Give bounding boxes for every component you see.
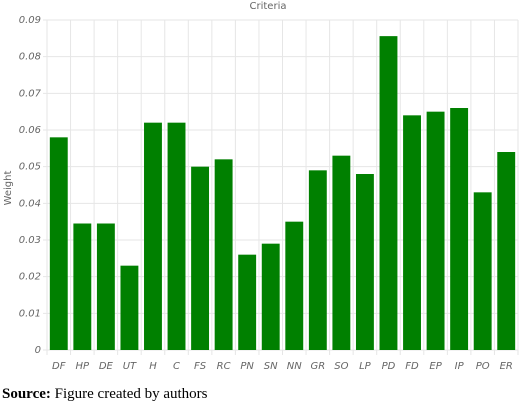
y-axis-label: Weight (3, 171, 14, 206)
x-tick-label: RC (217, 361, 231, 372)
x-tick-label: LP (359, 361, 372, 372)
bar (403, 115, 421, 350)
y-tick-label: 0.01 (19, 308, 41, 319)
y-tick-label: 0.06 (19, 125, 41, 136)
bar (473, 192, 492, 350)
chart-title: Criteria (250, 1, 287, 12)
x-tick-label: IP (455, 361, 465, 372)
x-tick-label: FS (194, 361, 207, 372)
x-tick-label: SO (334, 361, 348, 372)
x-tick-label: H (149, 361, 157, 372)
y-tick-label: 0 (35, 345, 41, 356)
bar (144, 122, 162, 351)
x-tick-label: NN (287, 361, 302, 372)
bar (355, 174, 374, 350)
caption-text: Figure created by authors (54, 386, 208, 402)
x-tick-label: UT (123, 361, 137, 372)
bar (96, 223, 115, 350)
bar (120, 265, 139, 350)
y-tick-label: 0.09 (19, 15, 41, 26)
x-tick-label: EP (429, 361, 442, 372)
x-tick-label: PD (382, 361, 396, 372)
bar (332, 155, 351, 350)
bar (238, 254, 257, 350)
bar (261, 243, 280, 350)
x-tick-label: DE (99, 361, 114, 372)
bar (308, 170, 327, 350)
x-tick-label: FD (405, 361, 419, 372)
x-tick-label: C (173, 361, 180, 372)
bar (379, 36, 398, 351)
bar (49, 137, 68, 350)
x-tick-label: PO (476, 361, 490, 372)
bar (497, 152, 516, 350)
bar (426, 111, 445, 351)
y-tick-label: 0.07 (19, 88, 42, 99)
x-tick-label: PN (240, 361, 254, 372)
bar (450, 108, 469, 350)
bar (73, 223, 92, 350)
x-tick-label: ER (500, 361, 513, 372)
chart: Criteria Weight 0 0.01 0.02 0.03 0.04 0.05 0.0… (3, 1, 519, 372)
x-tick-label: GR (310, 361, 325, 372)
bar (214, 159, 233, 350)
x-tick-label: DF (52, 361, 66, 372)
bar (191, 166, 210, 350)
caption: Source: Figure created by authors (2, 386, 208, 403)
y-tick-label: 0.05 (19, 162, 41, 173)
y-tick-label: 0.03 (19, 235, 41, 246)
y-tick-label: 0.02 (19, 272, 41, 283)
y-tick-label: 0.08 (19, 52, 41, 63)
caption-label: Source: (2, 386, 51, 402)
x-tick-label: HP (76, 361, 91, 372)
bar (285, 221, 304, 350)
bar (167, 122, 186, 351)
x-tick-label: SN (264, 361, 278, 372)
y-tick-label: 0.04 (19, 198, 41, 209)
